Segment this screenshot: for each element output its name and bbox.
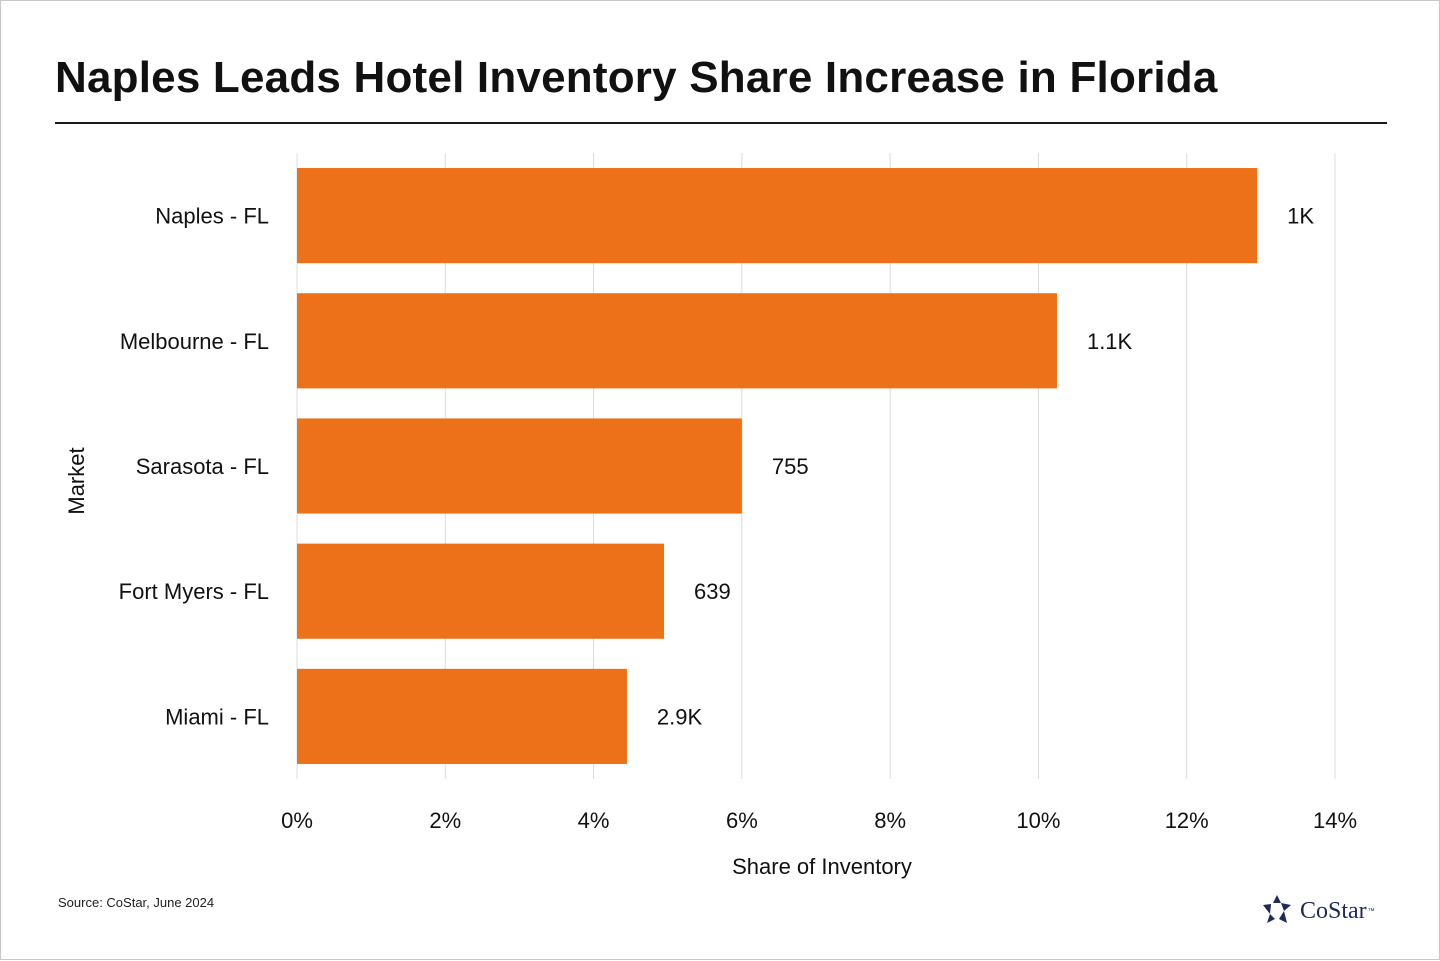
chart-title: Naples Leads Hotel Inventory Share Incre… [55, 53, 1218, 102]
x-tick-label: 2% [429, 808, 461, 833]
y-tick-label: Sarasota - FL [136, 454, 269, 479]
bars [297, 168, 1258, 764]
y-tick-label: Fort Myers - FL [119, 579, 269, 604]
x-tick-label: 14% [1313, 808, 1357, 833]
x-axis-title: Share of Inventory [732, 854, 912, 879]
title-divider [55, 122, 1387, 124]
y-tick-label: Naples - FL [155, 204, 269, 229]
bar [297, 418, 742, 514]
x-tick-label: 12% [1165, 808, 1209, 833]
labels: 0% 2% 4% 6% 8% 10% 12% 14% Naples - FL 1K Melbourn… [119, 204, 1357, 833]
costar-logo: CoStar ™ [1260, 894, 1375, 928]
x-tick-label: 8% [874, 808, 906, 833]
y-tick-label: Miami - FL [165, 704, 269, 729]
y-axis-title: Market [64, 447, 89, 514]
data-label: 1.1K [1087, 329, 1133, 354]
x-tick-label: 0% [281, 808, 313, 833]
bar [297, 293, 1057, 389]
logo-wordmark: CoStar [1300, 897, 1367, 924]
source-note: Source: CoStar, June 2024 [58, 895, 215, 910]
data-label: 1K [1287, 204, 1314, 229]
bar [297, 668, 627, 764]
data-label: 639 [694, 579, 731, 604]
data-label: 2.9K [657, 704, 703, 729]
bar [297, 168, 1258, 264]
x-tick-label: 4% [578, 808, 610, 833]
x-tick-label: 10% [1016, 808, 1060, 833]
data-label: 755 [772, 454, 809, 479]
bar [297, 543, 665, 639]
y-tick-label: Melbourne - FL [120, 329, 269, 354]
x-tick-label: 6% [726, 808, 758, 833]
star-logo-icon [1263, 895, 1291, 923]
logo-trademark: ™ [1367, 907, 1375, 915]
